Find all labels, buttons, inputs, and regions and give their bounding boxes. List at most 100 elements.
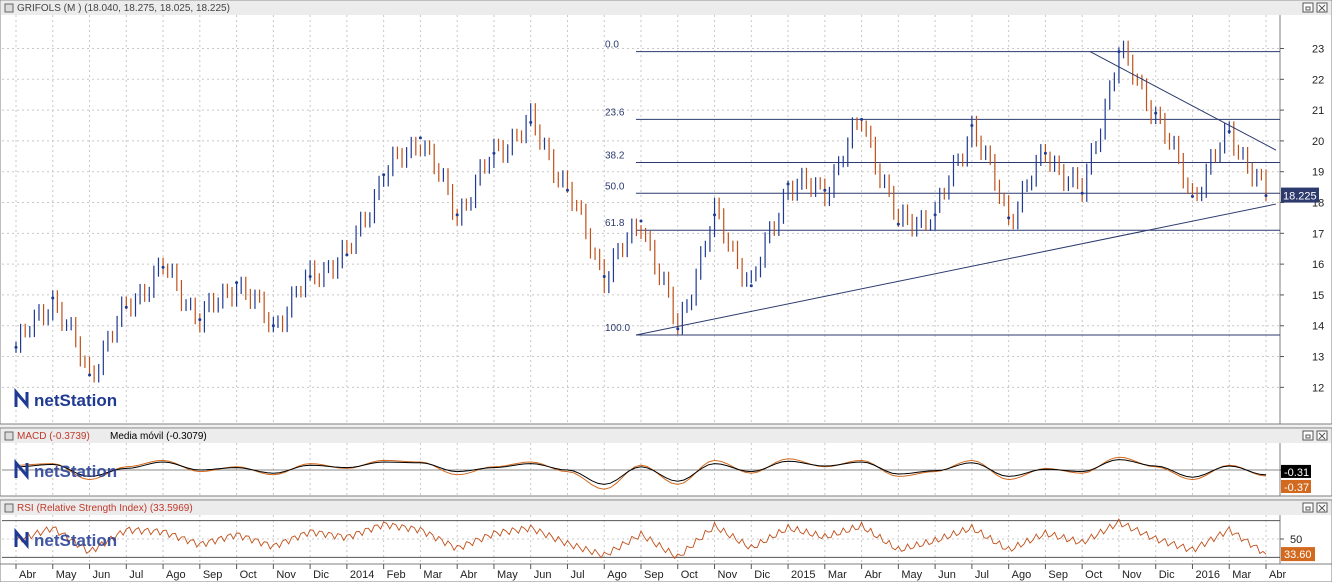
price-y-tick-label: 14 (1312, 321, 1324, 333)
macd-ma-title: Media móvil (-0.3079) (110, 431, 207, 442)
x-tick-label: Abr (460, 569, 477, 581)
x-tick-label: Feb (387, 569, 406, 581)
x-tick-label: Mar (828, 569, 847, 581)
x-tick-label: 2015 (791, 569, 815, 581)
price-panel (0, 0, 1332, 425)
price-point (1043, 151, 1047, 155)
price-y-tick-label: 16 (1312, 259, 1324, 271)
rsi-value-badge (1281, 547, 1315, 562)
price-point (492, 151, 496, 155)
price-point (308, 274, 312, 278)
x-tick-label: Sep (644, 569, 664, 581)
rsi-line (15, 518, 1267, 560)
price-panel-title: GRIFOLS (M ) (18.040, 18.275, 18.025, 18… (17, 3, 230, 14)
x-tick-label: Dic (313, 569, 329, 581)
macd-restore-icon (1305, 434, 1311, 439)
x-tick-label: Oct (681, 569, 698, 581)
x-tick-label: Dic (754, 569, 770, 581)
x-tick-label: 2014 (350, 569, 374, 581)
rsi-watermark: netStation (34, 531, 117, 550)
price-point (786, 182, 790, 186)
price-point (639, 219, 643, 223)
price-point (1080, 191, 1084, 195)
price-point (51, 296, 55, 300)
price-y-tick-label: 13 (1312, 352, 1324, 364)
macd-value-badge (1281, 479, 1311, 493)
price-point (271, 324, 275, 328)
price-point (970, 124, 974, 127)
watermark-netstation: netStation (34, 391, 117, 410)
fib-level-label: 61.8 (605, 218, 625, 229)
price-y-tick-label: 22 (1312, 74, 1324, 86)
rsi-restore-icon (1305, 506, 1311, 511)
rsi-panel-icon (4, 503, 14, 513)
price-y-tick-label: 12 (1312, 382, 1324, 394)
x-tick-label: Sep (1048, 569, 1068, 581)
macd-value: -0.37 (1284, 482, 1309, 494)
price-point (823, 188, 827, 192)
price-title-bar (1, 1, 1331, 15)
rsi-title-bar (1, 501, 1331, 515)
x-tick-label: Jul (570, 569, 584, 581)
rsi-netstation-logo-icon (14, 527, 29, 550)
macd-watermark: netStation (34, 462, 117, 481)
price-point (860, 117, 864, 121)
resistance-trendline (1089, 51, 1277, 151)
price-point (1227, 130, 1231, 134)
price-y-tick-label: 20 (1312, 136, 1324, 148)
rsi-value: 33.60 (1284, 549, 1312, 561)
price-point (235, 281, 239, 285)
price-point (455, 213, 459, 217)
macd-panel-title: MACD (-0.3739) (17, 431, 90, 442)
price-point (14, 345, 18, 349)
price-point (933, 213, 937, 217)
x-tick-label: Jun (93, 569, 111, 581)
x-tick-label: Nov (276, 569, 296, 581)
x-tick-label: Abr (19, 569, 36, 581)
price-point (749, 284, 753, 288)
x-tick-label: Dic (1159, 569, 1175, 581)
price-point (345, 253, 349, 257)
x-tick-label: Mar (423, 569, 442, 581)
price-point (198, 318, 202, 322)
support-trendline (635, 203, 1277, 336)
price-point (88, 373, 92, 377)
price-point (418, 136, 422, 140)
x-tick-label: 2016 (1195, 569, 1219, 581)
macd-signal-line (15, 459, 1267, 485)
x-tick-label: Nov (718, 569, 738, 581)
x-tick-label: May (56, 569, 77, 581)
price-point (1007, 216, 1011, 220)
x-tick-label: Ago (166, 569, 186, 581)
x-tick-label: Jun (534, 569, 552, 581)
price-point (1154, 111, 1158, 115)
price-point (896, 222, 900, 226)
price-point (602, 274, 606, 278)
x-tick-label: Oct (1085, 569, 1102, 581)
macd-ma-badge (1281, 464, 1311, 478)
x-tick-label: Mar (1232, 569, 1251, 581)
last-price-badge (1281, 187, 1319, 203)
last-price-value: 18.225 (1283, 191, 1317, 203)
price-close-icon-stroke (1318, 4, 1326, 12)
price-point (529, 120, 533, 124)
x-tick-label: Ago (1012, 569, 1032, 581)
x-tick-label: Jul (975, 569, 989, 581)
price-point (676, 327, 680, 331)
x-tick-label: Oct (240, 569, 257, 581)
price-point (1117, 50, 1121, 54)
macd-netstation-logo-icon (14, 458, 29, 481)
macd-close-icon-stroke (1318, 432, 1326, 440)
x-tick-label: Sep (203, 569, 223, 581)
macd-ma-value: -0.31 (1284, 467, 1309, 479)
fib-level-label: 100.0 (605, 323, 630, 334)
rsi-y-tick-label: 50 (1290, 534, 1302, 546)
price-point (161, 265, 165, 269)
price-y-tick-label: 19 (1312, 167, 1324, 179)
macd-title-bar (1, 429, 1331, 443)
price-y-tick-label: 21 (1312, 105, 1324, 117)
x-tick-label: Jun (938, 569, 956, 581)
x-tick-label: Abr (1269, 569, 1286, 581)
price-point (124, 305, 128, 309)
